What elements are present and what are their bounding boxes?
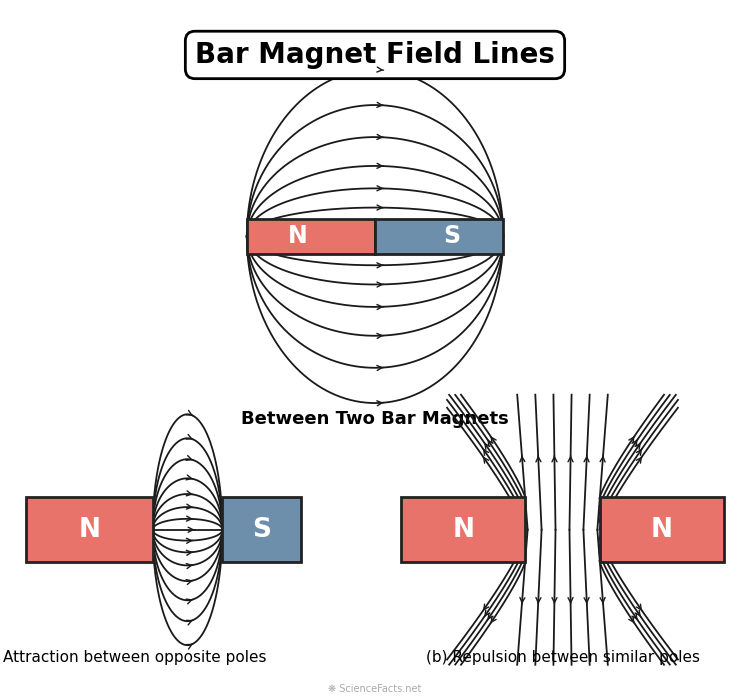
Text: (b) Repulsion between similar poles: (b) Repulsion between similar poles [425, 650, 700, 665]
Text: N: N [79, 516, 101, 543]
Text: (a) Attraction between opposite poles: (a) Attraction between opposite poles [0, 650, 267, 665]
Text: Between Two Bar Magnets: Between Two Bar Magnets [242, 410, 509, 428]
Bar [222, 497, 301, 562]
Text: N: N [452, 516, 474, 543]
Text: ❋ ScienceFacts.net: ❋ ScienceFacts.net [328, 684, 422, 694]
Text: S: S [252, 516, 271, 543]
Bar [375, 219, 503, 254]
Bar [599, 497, 724, 562]
Bar [26, 497, 153, 562]
Text: N: N [288, 224, 308, 248]
Text: Bar Magnet Field Lines: Bar Magnet Field Lines [195, 41, 555, 69]
Bar [247, 219, 375, 254]
Text: N: N [651, 516, 673, 543]
Text: S: S [443, 224, 460, 248]
Bar [401, 497, 526, 562]
